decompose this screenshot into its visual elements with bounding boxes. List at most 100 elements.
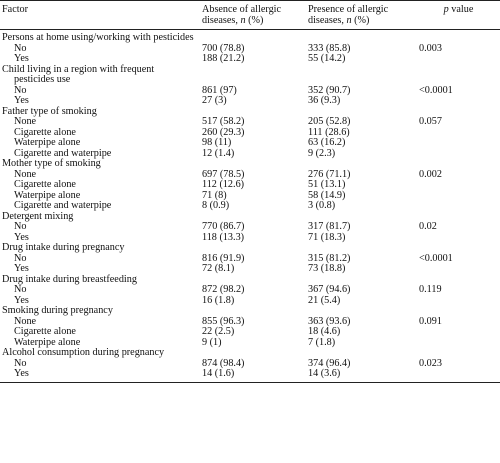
factor-label: Detergent mixing [2, 210, 74, 222]
table-row: No 770 (86.7) 317 (81.7) 0.02 [0, 221, 500, 233]
p-value [417, 369, 500, 383]
presence-header-main: Presence of allergic [308, 4, 389, 15]
presence-value: 276 (71.1) [308, 168, 351, 180]
factor-row: Father type of smoking [0, 105, 500, 118]
p-value [417, 201, 500, 212]
category-label: Cigarette and waterpipe [14, 147, 112, 159]
absence-value: 98 (11) [202, 137, 232, 148]
absence-header-sub-suffix: (%) [245, 14, 264, 26]
presence-header-n: n [346, 14, 352, 26]
factor-row: Alcohol consumption during pregnancy [0, 347, 500, 359]
factor-row-continued: pesticides use [0, 74, 500, 86]
presence-header-sub-prefix: diseases, [308, 14, 347, 26]
table-header: Factor Absence of allergic diseases, n (… [0, 0, 500, 30]
factor-label: Mother type of smoking [2, 158, 101, 169]
p-value [417, 54, 500, 65]
presence-value: 73 (18.8) [308, 263, 346, 274]
p-value [417, 296, 500, 307]
absence-value: 874 (98.4) [202, 357, 245, 369]
category-label: None [14, 168, 37, 180]
p-value [417, 327, 500, 338]
presence-header: Presence of allergic diseases, n (%) [306, 0, 417, 30]
p-value [417, 338, 500, 349]
table-row: No 816 (91.9) 315 (81.2) <0.0001 [0, 252, 500, 265]
table-row: Yes 14 (1.6) 14 (3.6) [0, 368, 500, 383]
absence-value: 16 (1.8) [202, 294, 235, 306]
factor-label: Father type of smoking [2, 105, 97, 117]
absence-value: 8 (0.9) [202, 200, 230, 211]
category-label: No [14, 284, 27, 295]
category-label: Yes [14, 53, 29, 64]
absence-value: 188 (21.2) [202, 53, 245, 64]
category-label: Yes [14, 231, 29, 243]
table-row: None 855 (96.3) 363 (93.6) 0.091 [0, 315, 500, 328]
allergic-diseases-table: Factor Absence of allergic diseases, n (… [0, 0, 500, 383]
category-label: Cigarette alone [14, 326, 76, 337]
p-value: <0.0001 [419, 252, 453, 264]
absence-value: 14 (1.6) [200, 368, 306, 383]
presence-value: 9 (2.3) [308, 147, 336, 159]
presence-value: 63 (16.2) [308, 137, 346, 148]
p-value [417, 191, 500, 202]
factor-label: Alcohol consumption during pregnancy [2, 347, 165, 358]
category-label: Yes [14, 263, 29, 274]
presence-value: 58 (14.9) [308, 189, 346, 201]
absence-value: 770 (86.7) [202, 221, 245, 232]
p-value-header: p value [417, 0, 500, 30]
category-label: Waterpipe alone [14, 189, 81, 201]
presence-header-sub-suffix: (%) [351, 14, 370, 26]
absence-value: 12 (1.4) [202, 147, 235, 159]
factor-row: Child living in a region with frequent [0, 63, 500, 76]
absence-value: 260 (29.3) [202, 126, 245, 138]
category-label: None [14, 116, 37, 127]
p-value: 0.057 [419, 116, 442, 127]
category-label: Cigarette and waterpipe [14, 200, 112, 211]
presence-value: 352 (90.7) [308, 84, 351, 96]
table-row: Waterpipe alone 9 (1) 7 (1.8) [0, 336, 500, 349]
presence-value: 18 (4.6) [308, 326, 341, 337]
factor-label: Child living in a region with frequent [2, 63, 155, 75]
absence-header: Absence of allergic diseases, n (%) [200, 0, 306, 30]
category-label: No [14, 42, 27, 54]
p-value: 0.003 [419, 42, 442, 54]
category-label: Waterpipe alone [14, 336, 81, 348]
absence-value: 861 (97) [202, 84, 237, 96]
category-label: No [14, 252, 27, 264]
absence-value: 697 (78.5) [202, 168, 245, 180]
absence-value: 700 (78.8) [202, 42, 245, 54]
factor-row: Detergent mixing [0, 210, 500, 223]
category-label: None [14, 315, 37, 327]
presence-value: 317 (81.7) [308, 221, 351, 232]
factor-label-continued: pesticides use [14, 74, 71, 85]
table-row: Yes 188 (21.2) 55 (14.2) [0, 53, 500, 65]
presence-value: 36 (9.3) [308, 95, 341, 106]
table-row: None 697 (78.5) 276 (71.1) 0.002 [0, 168, 500, 181]
absence-header-sub-prefix: diseases, [202, 14, 241, 26]
absence-value: 118 (13.3) [202, 231, 245, 243]
absence-header-n: n [240, 14, 246, 26]
p-value [417, 180, 500, 191]
category-label: No [14, 84, 27, 96]
presence-value: 111 (28.6) [308, 126, 350, 138]
category-label: Waterpipe alone [14, 137, 81, 148]
table-body: Persons at home using/working with pesti… [0, 30, 500, 383]
absence-value: 872 (98.2) [202, 284, 245, 295]
table-row: Yes 118 (13.3) 71 (18.3) [0, 231, 500, 244]
p-value: 0.023 [419, 357, 442, 369]
table-row: No 700 (78.8) 333 (85.8) 0.003 [0, 42, 500, 55]
presence-value: 7 (1.8) [308, 336, 336, 348]
presence-value: 315 (81.2) [308, 252, 351, 264]
table-row: Cigarette alone 112 (12.6) 51 (13.1) [0, 179, 500, 191]
presence-value: 333 (85.8) [308, 42, 351, 54]
presence-value: 14 (3.6) [306, 368, 417, 383]
factor-row: Drug intake during breastfeeding [0, 274, 500, 286]
table-row: Yes 27 (3) 36 (9.3) [0, 95, 500, 107]
category-label: Yes [14, 95, 29, 106]
category-label: Yes [14, 294, 29, 306]
category-label: Yes [0, 368, 200, 383]
absence-value: 72 (8.1) [202, 263, 235, 274]
table-row: Yes 72 (8.1) 73 (18.8) [0, 263, 500, 275]
absence-value: 112 (12.6) [202, 179, 245, 190]
factor-header-label: Factor [2, 4, 29, 15]
